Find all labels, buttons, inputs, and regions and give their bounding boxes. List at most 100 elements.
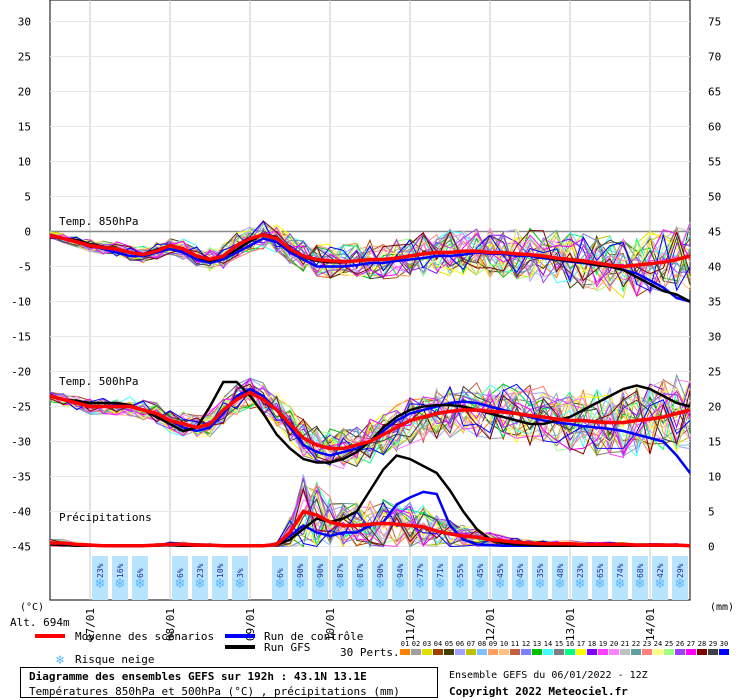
- snow-risk-pct: 77%: [416, 563, 425, 578]
- snowflake-icon: ❄: [415, 574, 424, 592]
- member-color-swatch: [411, 649, 421, 655]
- snow-risk-pct: 6%: [136, 568, 145, 578]
- member-number: 25: [665, 640, 673, 648]
- snowflake-icon: ❄: [535, 574, 544, 592]
- snow-risk-bar: [472, 556, 488, 600]
- snow-risk-pct: 6%: [276, 568, 285, 578]
- snowflake-icon: ❄: [615, 574, 624, 592]
- right-tick-label: 40: [708, 261, 721, 274]
- snow-risk-bar: [232, 556, 248, 600]
- member-color-swatch: [642, 649, 652, 655]
- snowflake-icon: ❄: [655, 574, 664, 592]
- snowflake-icon: ❄: [495, 574, 504, 592]
- member-color-swatch: [576, 649, 586, 655]
- snow-risk-bar: [532, 556, 548, 600]
- member-color-swatch: [488, 649, 498, 655]
- member-number: 27: [687, 640, 695, 648]
- snow-risk-bar: [132, 556, 148, 600]
- member-color-swatch: [554, 649, 564, 655]
- snow-risk-pct: 23%: [576, 563, 585, 578]
- member-number: 10: [500, 640, 508, 648]
- snow-risk-bar: [592, 556, 608, 600]
- snowflake-icon: ❄: [595, 574, 604, 592]
- right-tick-label: 5: [708, 506, 715, 519]
- member-color-swatch: [609, 649, 619, 655]
- member-number: 11: [511, 640, 519, 648]
- snow-risk-pct: 90%: [376, 563, 385, 578]
- snowflake-icon: ❄: [575, 574, 584, 592]
- mean-t850-line: [49, 233, 691, 269]
- altitude-label: Alt. 694m: [10, 616, 70, 629]
- left-tick-label: 30: [18, 16, 31, 29]
- right-tick-label: 35: [708, 296, 721, 309]
- legend-snowflake-icon: ❄: [55, 653, 64, 668]
- x-date-label: 14/01: [644, 608, 657, 641]
- snowflake-icon: ❄: [195, 574, 204, 592]
- member-color-swatch: [653, 649, 663, 655]
- snow-risk-pct: 65%: [596, 563, 605, 578]
- copyright: Copyright 2022 Meteociel.fr: [449, 685, 628, 698]
- legend-snow-label: Risque neige: [75, 653, 154, 666]
- member-color-swatch: [565, 649, 575, 655]
- snowflake-icon: ❄: [375, 574, 384, 592]
- member-color-swatch: [444, 649, 454, 655]
- member-number: 09: [489, 640, 497, 648]
- right-tick-label: 60: [708, 121, 721, 134]
- snowflake-icon: ❄: [215, 574, 224, 592]
- member-t500-line: [49, 386, 691, 464]
- t500-panel-label: Temp. 500hPa: [59, 375, 138, 388]
- member-t500-line: [49, 385, 691, 461]
- right-tick-label: 30: [708, 331, 721, 344]
- member-number: 15: [555, 640, 563, 648]
- member-number: 03: [423, 640, 431, 648]
- snowflake-icon: ❄: [435, 574, 444, 592]
- t850-panel-label: Temp. 850hPa: [59, 215, 138, 228]
- snow-risk-bar: [92, 556, 108, 600]
- chart-title: Diagramme des ensembles GEFS sur 192h : …: [29, 670, 367, 683]
- member-color-swatch: [620, 649, 630, 655]
- snowflake-icon: ❄: [175, 574, 184, 592]
- member-t850-line: [49, 225, 691, 286]
- snow-risk-pct: 90%: [316, 563, 325, 578]
- mean-t500-line: [49, 390, 691, 451]
- x-date-label: 10/01: [324, 608, 337, 641]
- snowflake-icon: ❄: [295, 574, 304, 592]
- member-number: 26: [676, 640, 684, 648]
- snow-risk-pct: 74%: [616, 563, 625, 578]
- member-color-swatch: [719, 649, 729, 655]
- left-tick-label: -35: [11, 471, 31, 484]
- left-tick-label: -20: [11, 366, 31, 379]
- snow-risk-bar: [452, 556, 468, 600]
- right-tick-label: 45: [708, 226, 721, 239]
- snow-risk-bar: [372, 556, 388, 600]
- member-t850-line: [49, 220, 691, 288]
- right-tick-label: 55: [708, 156, 721, 169]
- snow-risk-bar: [272, 556, 288, 600]
- legend-control-label: Run de contrôle: [264, 630, 363, 643]
- snow-risk-bar: [512, 556, 528, 600]
- snow-risk-bar: [312, 556, 328, 600]
- left-tick-label: -5: [18, 261, 31, 274]
- member-t500-line: [49, 377, 691, 460]
- member-number: 28: [698, 640, 706, 648]
- snow-risk-bar: [552, 556, 568, 600]
- run-info: Ensemble GEFS du 06/01/2022 - 12Z: [449, 670, 648, 681]
- member-color-swatch: [697, 649, 707, 655]
- legend-perts-label: 30 Perts.: [340, 646, 400, 659]
- member-number: 13: [533, 640, 541, 648]
- member-color-swatch: [422, 649, 432, 655]
- snow-risk-pct: 23%: [96, 563, 105, 578]
- member-color-swatch: [686, 649, 696, 655]
- snowflake-icon: ❄: [675, 574, 684, 592]
- right-tick-label: 75: [708, 16, 721, 29]
- snowflake-icon: ❄: [275, 574, 284, 592]
- snow-risk-pct: 94%: [396, 563, 405, 578]
- snowflake-icon: ❄: [115, 574, 124, 592]
- snow-risk-bar: [432, 556, 448, 600]
- snow-risk-pct: 16%: [116, 563, 125, 578]
- left-tick-label: -25: [11, 401, 31, 414]
- snow-risk-bar: [172, 556, 188, 600]
- member-t500-line: [49, 383, 691, 462]
- snowflake-icon: ❄: [315, 574, 324, 592]
